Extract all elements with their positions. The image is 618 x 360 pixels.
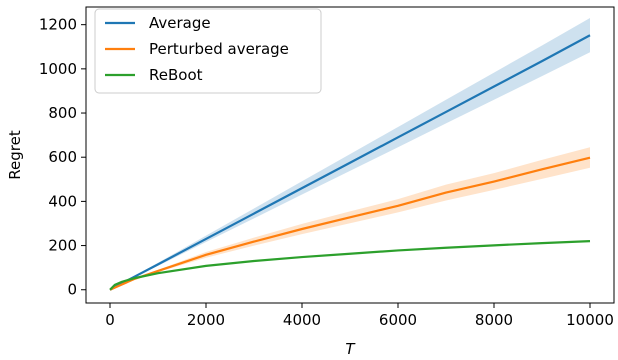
y-tick-label: 400 <box>48 192 77 210</box>
x-tick-label: 10000 <box>566 311 614 329</box>
legend-label: Average <box>149 14 211 32</box>
series-lines <box>109 34 591 291</box>
y-tick-label: 1000 <box>39 60 77 78</box>
average-line <box>109 34 591 291</box>
legend-box <box>94 8 322 94</box>
confidence-bands <box>110 18 590 290</box>
x-tick-label: 2000 <box>187 311 225 329</box>
x-tick-label: 6000 <box>379 311 417 329</box>
x-axis-label: T <box>345 340 356 358</box>
perturbed-average-line <box>109 156 591 291</box>
y-tick-label: 800 <box>48 104 77 122</box>
x-tick-label: 8000 <box>475 311 513 329</box>
x-tick-label: 4000 <box>283 311 321 329</box>
reboot-line <box>109 240 591 291</box>
y-tick-label: 600 <box>48 148 77 166</box>
plot-frame <box>85 6 615 304</box>
legend-label: ReBoot <box>149 66 203 84</box>
y-axis-label: Regret <box>6 130 24 180</box>
y-axis-ticks: 0 200 400 600 800 1000 1200 <box>39 16 86 299</box>
x-axis-ticks: 0 2000 4000 6000 8000 10000 <box>105 303 614 329</box>
legend-label: Perturbed average <box>149 40 289 58</box>
legend: Average Perturbed average ReBoot <box>94 8 322 94</box>
reboot-band <box>110 240 590 290</box>
perturbed-average-band <box>110 147 590 290</box>
y-tick-label: 0 <box>67 281 77 299</box>
y-tick-label: 1200 <box>39 16 77 34</box>
x-tick-label: 0 <box>105 311 115 329</box>
y-tick-label: 200 <box>48 237 77 255</box>
